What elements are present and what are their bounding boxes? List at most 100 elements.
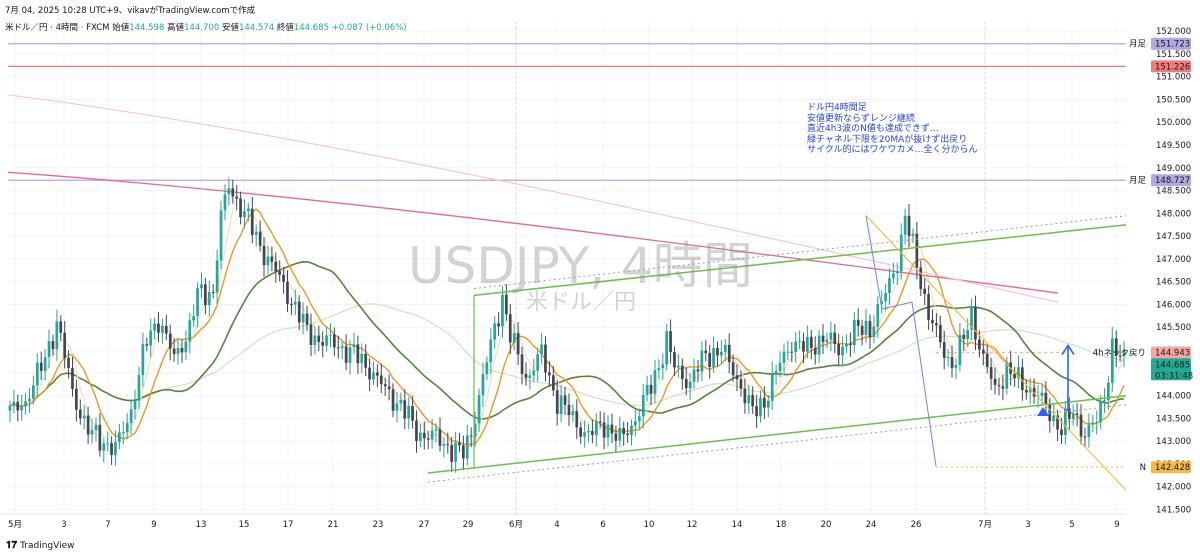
price-axis-bg [1126, 0, 1200, 514]
symbol-label[interactable]: 米ドル／円 · 4時間 · FXCM [5, 23, 110, 33]
candle-body [993, 378, 997, 385]
candle-body [571, 411, 575, 416]
time-tick-label: 7 [105, 520, 110, 530]
candle-body [125, 423, 129, 433]
candle-body [399, 400, 403, 404]
candle-body [180, 348, 184, 353]
candle-body [778, 362, 782, 372]
candle-body [340, 346, 344, 349]
candle-body [430, 430, 434, 440]
candle-body [114, 442, 117, 455]
candle-body [391, 389, 395, 411]
candle-body [540, 344, 543, 355]
price-tick-label: 143.000 [1156, 437, 1191, 447]
candle-body [184, 341, 188, 353]
price-tick-label: 151.500 [1156, 50, 1191, 60]
price-tick-label: 147.500 [1156, 232, 1191, 242]
candle-body [1111, 338, 1114, 383]
price-axis[interactable]: 141.500142.000142.500143.000143.500144.0… [1093, 0, 1200, 515]
candle-body [700, 350, 704, 372]
wave-line [865, 215, 937, 467]
candle-body [497, 323, 500, 327]
candle-body [919, 267, 923, 289]
time-tick-label: 29 [463, 520, 474, 530]
candle-body [669, 331, 672, 353]
candle-body [845, 343, 848, 347]
candle-body [868, 320, 872, 337]
candle-body [290, 303, 293, 305]
candle-body [907, 215, 911, 237]
candle-body [622, 428, 625, 434]
price-tick-label: 144.000 [1156, 392, 1191, 402]
candle-body [989, 367, 993, 379]
candle-body [1052, 415, 1055, 421]
candle-body [1107, 382, 1110, 401]
moving-averages [7, 94, 1125, 452]
time-axis[interactable]: 5月 3 7 9 13 15 17 21 23 27 29 6月 4 6 10 12 14 18 20 24 26 7月 3… [0, 513, 1126, 530]
candle-body [106, 443, 109, 445]
candle-body [243, 211, 246, 218]
change-value: +0.087 (+0.06%) [331, 23, 407, 33]
candle-body [325, 335, 328, 346]
price-label-box [1151, 37, 1191, 50]
candle-body [794, 341, 797, 352]
time-tick-label: 15 [239, 520, 250, 530]
time-tick-label: 26 [911, 520, 922, 530]
candle-body [16, 401, 20, 411]
candle-body [614, 433, 618, 441]
footer-brand[interactable]: 𝟏𝟕 TradingView [6, 540, 75, 551]
candle-body [860, 325, 864, 335]
candle-body [317, 335, 321, 342]
candle-body [407, 406, 410, 419]
candle-body [344, 346, 348, 363]
candle-body [657, 368, 661, 371]
candle-body [462, 445, 465, 459]
time-tick-label: 23 [373, 520, 384, 530]
price-tick-label: 149.500 [1156, 141, 1191, 151]
time-tick-label: 9 [1114, 520, 1119, 530]
candle-body [770, 373, 774, 401]
price-label-text: 142.428 [1155, 463, 1190, 473]
candle-body [485, 362, 489, 374]
candle-body [681, 365, 684, 379]
candle-body [329, 334, 332, 336]
countdown-text: 03:31:48 [1155, 371, 1193, 381]
candle-body [747, 395, 751, 404]
close-value: 144.685 [293, 23, 329, 33]
price-tick-label: 142.000 [1156, 483, 1191, 493]
candle-body [735, 375, 739, 380]
candle-body [368, 367, 371, 380]
candle-body [970, 306, 973, 330]
low-value: 144.574 [238, 23, 275, 33]
candle-body [630, 425, 633, 435]
signal-triangle-icon [1037, 406, 1049, 417]
candle-body [1118, 355, 1122, 357]
candle-body [141, 344, 145, 376]
candle-body [1044, 392, 1048, 405]
candle-body [1095, 422, 1098, 424]
candle-body [364, 354, 367, 368]
candle-body [78, 409, 82, 419]
candle-body [164, 325, 168, 334]
candle-body [841, 346, 844, 356]
candle-body [411, 406, 414, 421]
price-tick-label: 148.000 [1156, 209, 1191, 219]
candle-body [638, 416, 641, 422]
candle-body [806, 336, 809, 352]
candle-body [786, 351, 790, 353]
price-label-text: 144.685 [1155, 360, 1190, 370]
candle-body [966, 330, 969, 340]
candle-body [1005, 362, 1009, 389]
candle-body [176, 348, 180, 354]
candle-body [1028, 387, 1032, 393]
candle-body [743, 388, 747, 404]
candle-body [321, 342, 324, 346]
time-tick-label: 20 [821, 520, 832, 530]
time-tick-label: 14 [732, 520, 743, 530]
price-label-box [1151, 174, 1191, 187]
candle-body [297, 301, 301, 323]
candle-body [129, 409, 133, 424]
candle-body [763, 397, 766, 408]
candle-body [149, 330, 152, 346]
